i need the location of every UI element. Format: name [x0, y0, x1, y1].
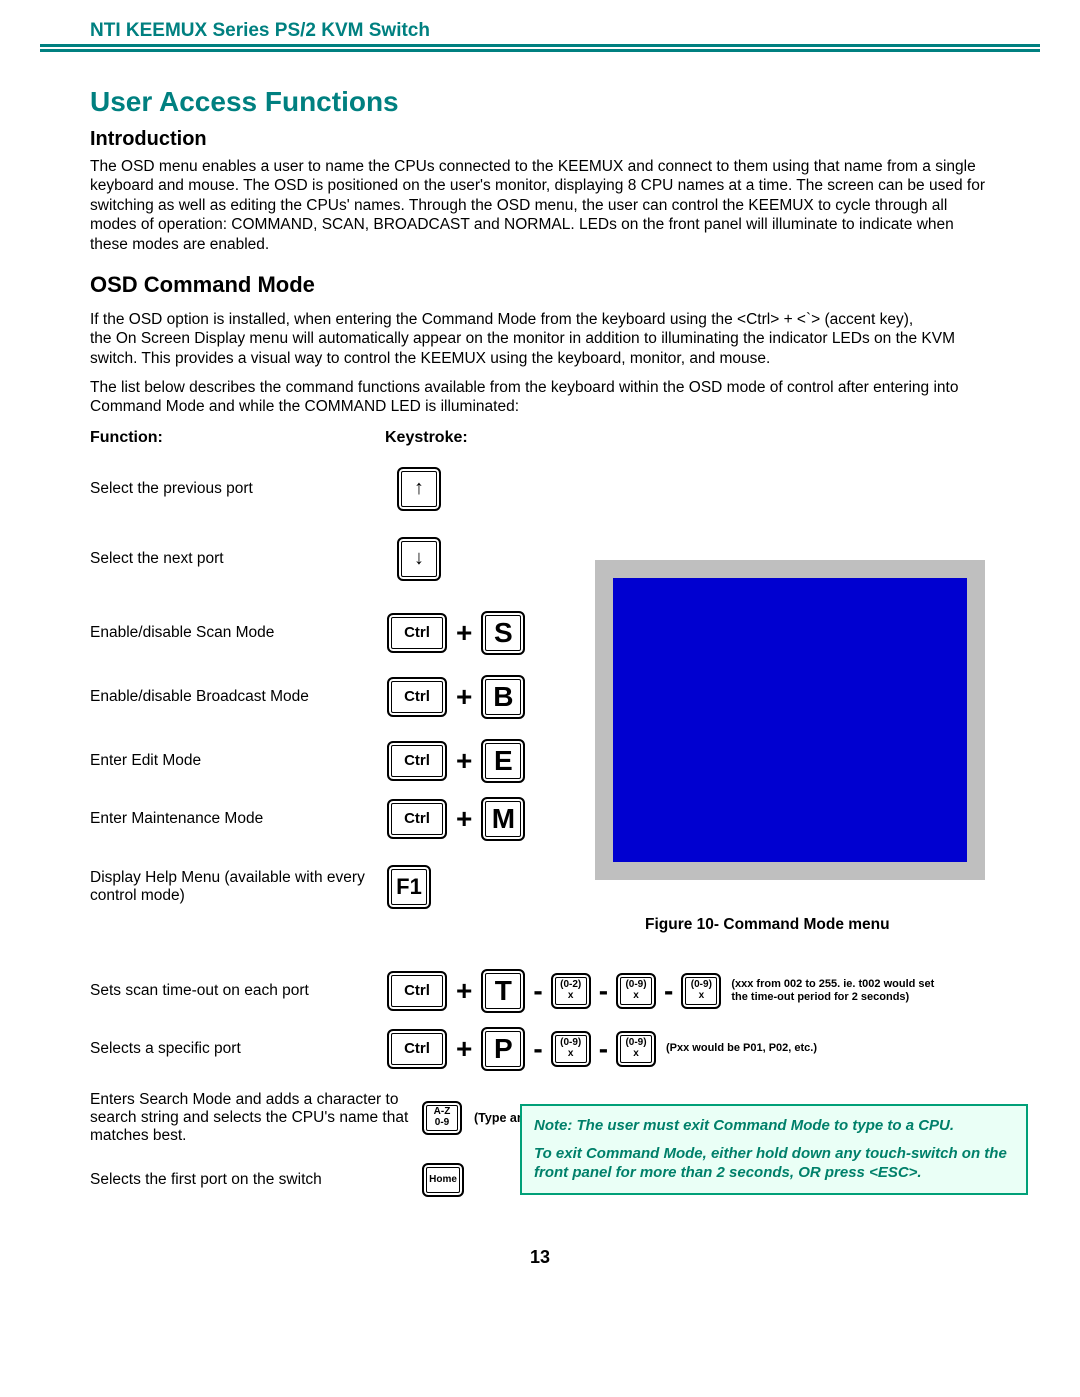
dash-symbol: -	[527, 1033, 548, 1065]
osd-paragraph-2: the On Screen Display menu will automati…	[90, 329, 990, 368]
f1-key-icon: F1	[387, 865, 431, 909]
up-arrow-key-icon: ↑	[397, 467, 441, 511]
ctrl-key-icon: Ctrl	[387, 971, 447, 1011]
ctrl-key-icon: Ctrl	[387, 677, 447, 717]
section-title: User Access Functions	[90, 86, 990, 118]
e-key-icon: E	[481, 739, 525, 783]
timeout-side-note: (xxx from 002 to 255. ie. t002 would set…	[723, 978, 953, 1003]
dash-symbol: -	[658, 975, 679, 1007]
note-line-2: To exit Command Mode, either hold down a…	[534, 1144, 1014, 1183]
b-key-icon: B	[481, 675, 525, 719]
ctrl-key-icon: Ctrl	[387, 1029, 447, 1069]
home-key-icon: Home	[422, 1163, 464, 1197]
plus-symbol: +	[449, 803, 479, 835]
m-key-icon: M	[481, 797, 525, 841]
dash-symbol: -	[527, 975, 548, 1007]
row-help-label: Display Help Menu (available with every …	[90, 869, 385, 905]
digit-09-key-icon: (0-9)x	[616, 1031, 656, 1067]
row-timeout-label: Sets scan time-out on each port	[90, 982, 385, 1000]
note-box: Note: The user must exit Command Mode to…	[520, 1104, 1028, 1195]
column-header-function: Function:	[90, 429, 385, 447]
osd-heading: OSD Command Mode	[90, 272, 990, 298]
digit-09-key-icon: (0-9)x	[681, 973, 721, 1009]
column-header-keystroke: Keystroke:	[385, 429, 468, 447]
intro-paragraph: The OSD menu enables a user to name the …	[90, 157, 990, 254]
header-product-title: NTI KEEMUX Series PS/2 KVM Switch	[40, 20, 1040, 42]
row-port-label: Selects a specific port	[90, 1040, 385, 1058]
row-search-label: Enters Search Mode and adds a character …	[90, 1091, 420, 1145]
dash-symbol: -	[593, 1033, 614, 1065]
row-scan-label: Enable/disable Scan Mode	[90, 624, 385, 642]
ctrl-key-icon: Ctrl	[387, 799, 447, 839]
row-first-label: Selects the first port on the switch	[90, 1171, 420, 1189]
ctrl-key-icon: Ctrl	[387, 741, 447, 781]
down-arrow-key-icon: ↓	[397, 537, 441, 581]
digit-09-key-icon: (0-9)x	[551, 1031, 591, 1067]
p-key-icon: P	[481, 1027, 525, 1071]
osd-paragraph-3: The list below describes the command fun…	[90, 378, 990, 417]
monitor-illustration	[595, 560, 985, 880]
plus-symbol: +	[449, 617, 479, 649]
row-edit-label: Enter Edit Mode	[90, 752, 385, 770]
row-next-label: Select the next port	[90, 550, 385, 568]
plus-symbol: +	[449, 1033, 479, 1065]
digit-02-key-icon: (0-2)x	[551, 973, 591, 1009]
plus-symbol: +	[449, 681, 479, 713]
row-broadcast-label: Enable/disable Broadcast Mode	[90, 688, 385, 706]
intro-heading: Introduction	[90, 128, 990, 151]
page-number: 13	[40, 1247, 1040, 1268]
figure-caption: Figure 10- Command Mode menu	[645, 916, 890, 934]
monitor-screen	[613, 578, 967, 862]
s-key-icon: S	[481, 611, 525, 655]
row-maint-label: Enter Maintenance Mode	[90, 810, 385, 828]
plus-symbol: +	[449, 745, 479, 777]
t-key-icon: T	[481, 969, 525, 1013]
header-divider	[40, 44, 1040, 52]
port-side-note: (Pxx would be P01, P02, etc.)	[658, 1042, 817, 1055]
ctrl-key-icon: Ctrl	[387, 613, 447, 653]
digit-09-key-icon: (0-9)x	[616, 973, 656, 1009]
osd-paragraph-1: If the OSD option is installed, when ent…	[90, 310, 990, 329]
note-line-1: Note: The user must exit Command Mode to…	[534, 1116, 1014, 1136]
az-key-icon: A-Z0-9	[422, 1101, 462, 1135]
row-prev-label: Select the previous port	[90, 480, 385, 498]
plus-symbol: +	[449, 975, 479, 1007]
dash-symbol: -	[593, 975, 614, 1007]
